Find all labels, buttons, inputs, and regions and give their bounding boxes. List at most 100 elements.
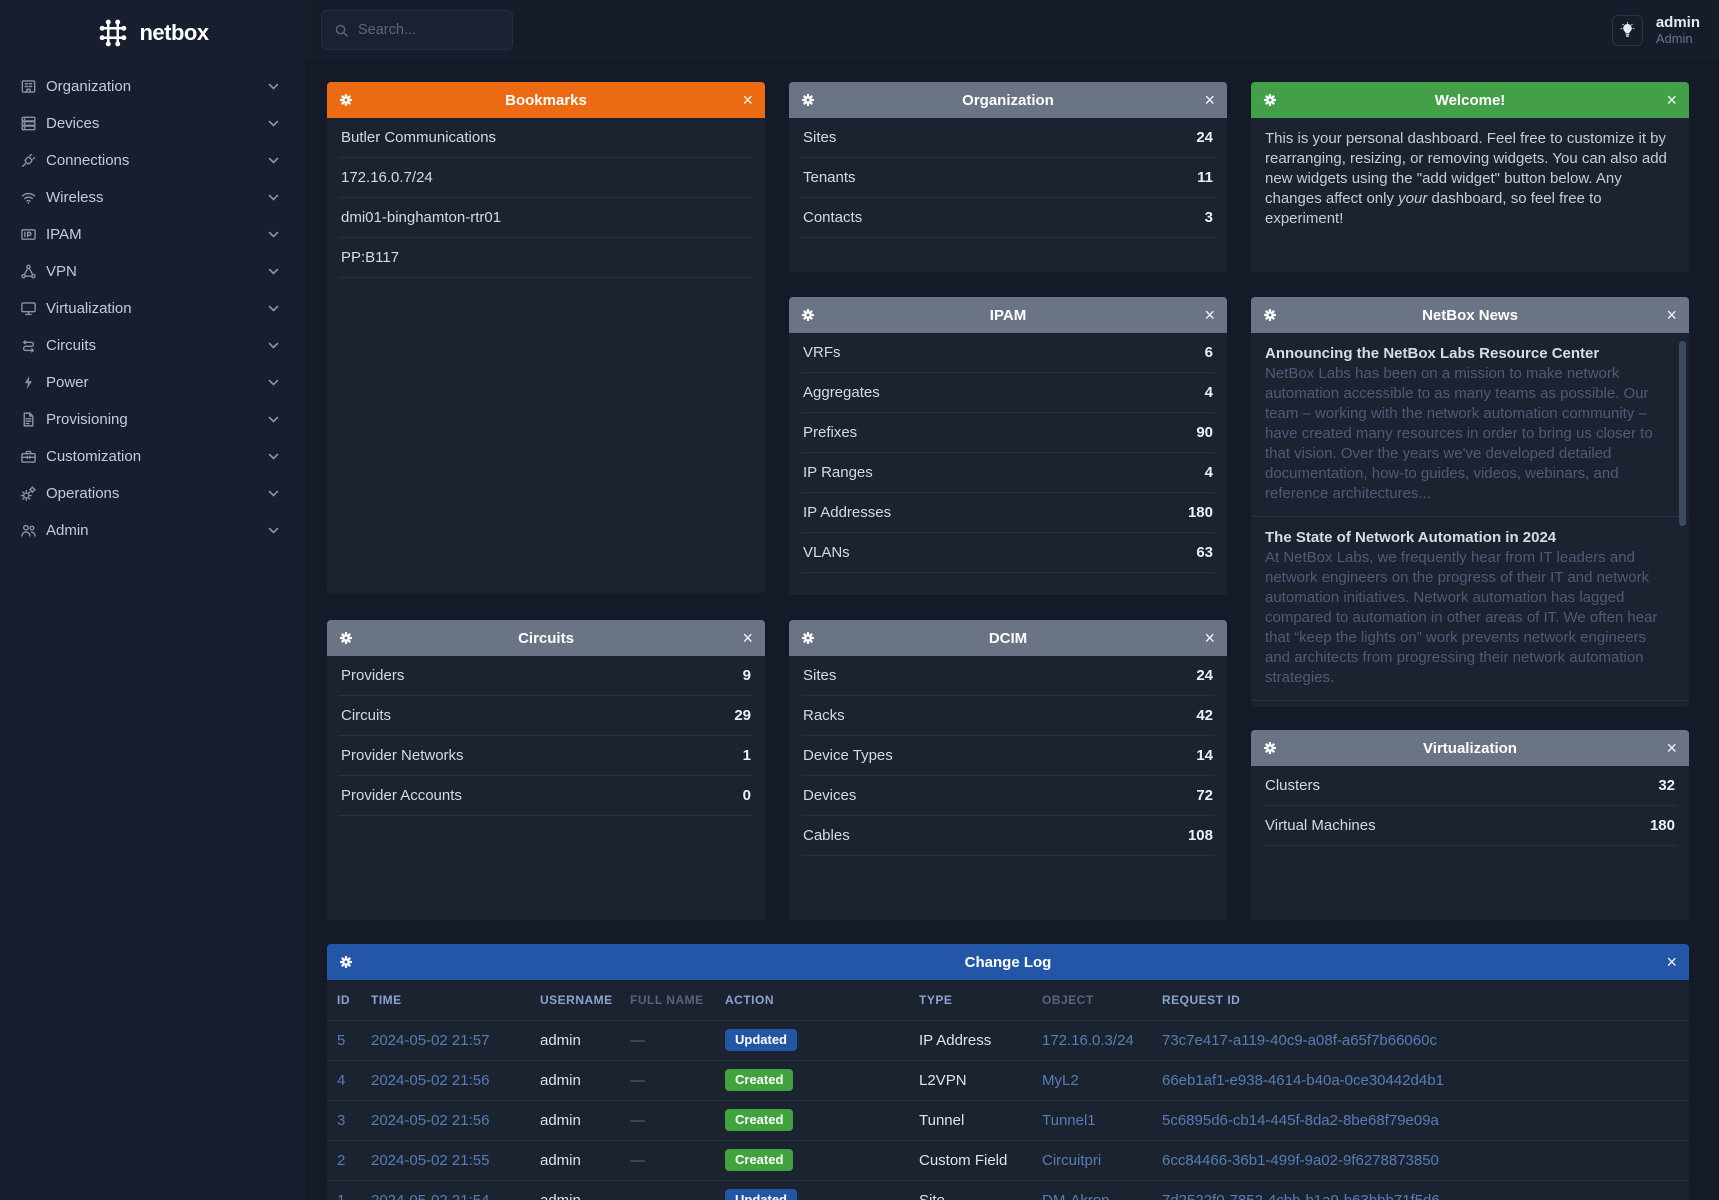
- stat-link[interactable]: Cables: [803, 827, 850, 844]
- stat-link[interactable]: Contacts: [803, 209, 863, 226]
- changelog-id-link[interactable]: 5: [337, 1031, 346, 1049]
- stat-link[interactable]: Providers: [341, 667, 405, 684]
- stat-link[interactable]: Sites: [803, 129, 837, 146]
- stat-link[interactable]: VLANs: [803, 544, 850, 561]
- sidebar-item-connections[interactable]: Connections: [0, 142, 305, 179]
- changelog-request-link[interactable]: 73c7e417-a119-40c9-a08f-a65f7b66060c: [1162, 1031, 1437, 1049]
- stat-link[interactable]: Aggregates: [803, 384, 880, 401]
- close-widget-icon[interactable]: ×: [1666, 305, 1677, 325]
- changelog-id-link[interactable]: 4: [337, 1071, 346, 1089]
- changelog-time-link[interactable]: 2024-05-02 21:55: [371, 1151, 490, 1169]
- widget-config-gear-icon[interactable]: [339, 631, 357, 645]
- news-article: Announcing the NetBox Labs Resource Cent…: [1251, 333, 1689, 517]
- sidebar-item-power[interactable]: Power: [0, 364, 305, 401]
- bookmark-link[interactable]: dmi01-binghamton-rtr01: [341, 209, 502, 226]
- close-widget-icon[interactable]: ×: [742, 90, 753, 110]
- close-widget-icon[interactable]: ×: [1204, 305, 1215, 325]
- sidebar-item-circuits[interactable]: Circuits: [0, 327, 305, 364]
- stat-link[interactable]: Circuits: [341, 707, 392, 724]
- search-box[interactable]: [321, 10, 513, 50]
- changelog-object-link[interactable]: 172.16.0.3/24: [1042, 1031, 1134, 1049]
- widget-config-gear-icon[interactable]: [339, 93, 357, 107]
- bookmark-link[interactable]: Butler Communications: [341, 129, 497, 146]
- search-input[interactable]: [358, 22, 498, 38]
- sidebar-item-ipam[interactable]: IPAM: [0, 216, 305, 253]
- changelog-id-link[interactable]: 3: [337, 1111, 346, 1129]
- bookmark-link[interactable]: 172.16.0.7/24: [341, 169, 433, 186]
- changelog-object-link[interactable]: DM-Akron: [1042, 1191, 1110, 1200]
- column-header-request-id[interactable]: REQUEST ID: [1152, 980, 1689, 1021]
- stat-row: VRFs 6: [801, 333, 1215, 373]
- changelog-time-link[interactable]: 2024-05-02 21:56: [371, 1111, 490, 1129]
- close-widget-icon[interactable]: ×: [742, 628, 753, 648]
- stat-link[interactable]: Clusters: [1265, 777, 1321, 794]
- close-widget-icon[interactable]: ×: [1666, 738, 1677, 758]
- sidebar-item-devices[interactable]: Devices: [0, 105, 305, 142]
- news-article-title[interactable]: Announcing the NetBox Labs Resource Cent…: [1265, 345, 1600, 362]
- sidebar-item-organization[interactable]: Organization: [0, 68, 305, 105]
- sidebar-item-provisioning[interactable]: Provisioning: [0, 401, 305, 438]
- sidebar-item-admin[interactable]: Admin: [0, 512, 305, 549]
- column-header-type[interactable]: TYPE: [909, 980, 1032, 1021]
- sidebar-item-virtualization[interactable]: Virtualization: [0, 290, 305, 327]
- netbox-logo[interactable]: netbox: [0, 10, 305, 56]
- stat-link[interactable]: Devices: [803, 787, 857, 804]
- changelog-id-link[interactable]: 1: [337, 1191, 346, 1200]
- changelog-object-link[interactable]: MyL2: [1042, 1071, 1079, 1089]
- sidebar-item-vpn[interactable]: VPN: [0, 253, 305, 290]
- column-header-time[interactable]: TIME: [361, 980, 530, 1021]
- scrollbar-thumb[interactable]: [1679, 341, 1686, 526]
- close-widget-icon[interactable]: ×: [1666, 952, 1677, 972]
- chevron-down-icon: [268, 379, 279, 386]
- stat-link[interactable]: IP Ranges: [803, 464, 873, 481]
- bookmark-link[interactable]: PP:B117: [341, 249, 400, 266]
- close-widget-icon[interactable]: ×: [1666, 90, 1677, 110]
- stat-link[interactable]: VRFs: [803, 344, 841, 361]
- widget-welcome-header: Welcome! ×: [1251, 82, 1689, 118]
- changelog-time-link[interactable]: 2024-05-02 21:54: [371, 1191, 490, 1200]
- changelog-time-link[interactable]: 2024-05-02 21:57: [371, 1031, 490, 1049]
- widget-config-gear-icon[interactable]: [801, 308, 819, 322]
- user-name: admin: [1655, 14, 1700, 31]
- stat-link[interactable]: IP Addresses: [803, 504, 892, 521]
- theme-toggle-button[interactable]: [1611, 14, 1643, 46]
- stat-link[interactable]: Tenants: [803, 169, 856, 186]
- stat-row: Providers 9: [339, 656, 753, 696]
- changelog-request-link[interactable]: 7d2522f0-7852-4cbb-b1a9-b63bbb71f5d6: [1162, 1191, 1440, 1200]
- close-widget-icon[interactable]: ×: [1204, 628, 1215, 648]
- widget-config-gear-icon[interactable]: [1263, 308, 1281, 322]
- changelog-time-link[interactable]: 2024-05-02 21:56: [371, 1071, 490, 1089]
- stat-link[interactable]: Device Types: [803, 747, 893, 764]
- column-header-id[interactable]: ID: [327, 980, 361, 1021]
- close-widget-icon[interactable]: ×: [1204, 90, 1215, 110]
- widget-config-gear-icon[interactable]: [1263, 741, 1281, 755]
- stat-value: 6: [1204, 344, 1213, 361]
- stat-link[interactable]: Racks: [803, 707, 845, 724]
- column-header-action[interactable]: ACTION: [715, 980, 909, 1021]
- changelog-request-link[interactable]: 66eb1af1-e938-4614-b40a-0ce30442d4b1: [1162, 1071, 1444, 1089]
- widget-config-gear-icon[interactable]: [1263, 93, 1281, 107]
- changelog-object-link[interactable]: Circuitpri: [1042, 1151, 1102, 1169]
- stat-value: 14: [1196, 747, 1213, 764]
- stat-link[interactable]: Virtual Machines: [1265, 817, 1376, 834]
- stat-link[interactable]: Provider Accounts: [341, 787, 462, 804]
- sidebar-item-customization[interactable]: Customization: [0, 438, 305, 475]
- widget-config-gear-icon[interactable]: [801, 631, 819, 645]
- stat-link[interactable]: Prefixes: [803, 424, 858, 441]
- search-icon: [334, 23, 349, 38]
- changelog-id-link[interactable]: 2: [337, 1151, 346, 1169]
- column-header-username[interactable]: USERNAME: [530, 980, 620, 1021]
- sidebar-item-operations[interactable]: Operations: [0, 475, 305, 512]
- user-info[interactable]: admin Admin: [1656, 14, 1700, 46]
- changelog-request-link[interactable]: 5c6895d6-cb14-445f-8da2-8be68f79e09a: [1162, 1111, 1439, 1129]
- sidebar-item-wireless[interactable]: Wireless: [0, 179, 305, 216]
- stat-link[interactable]: Sites: [803, 667, 837, 684]
- widget-config-gear-icon[interactable]: [801, 93, 819, 107]
- topbar: admin Admin: [305, 0, 1719, 60]
- changelog-request-link[interactable]: 6cc84466-36b1-499f-9a02-9f6278873850: [1162, 1151, 1439, 1169]
- widget-config-gear-icon[interactable]: [339, 955, 357, 969]
- news-article-title[interactable]: The State of Network Automation in 2024: [1265, 529, 1557, 546]
- stat-link[interactable]: Provider Networks: [341, 747, 464, 764]
- changelog-object-link[interactable]: Tunnel1: [1042, 1111, 1096, 1129]
- users-icon: [20, 522, 37, 539]
